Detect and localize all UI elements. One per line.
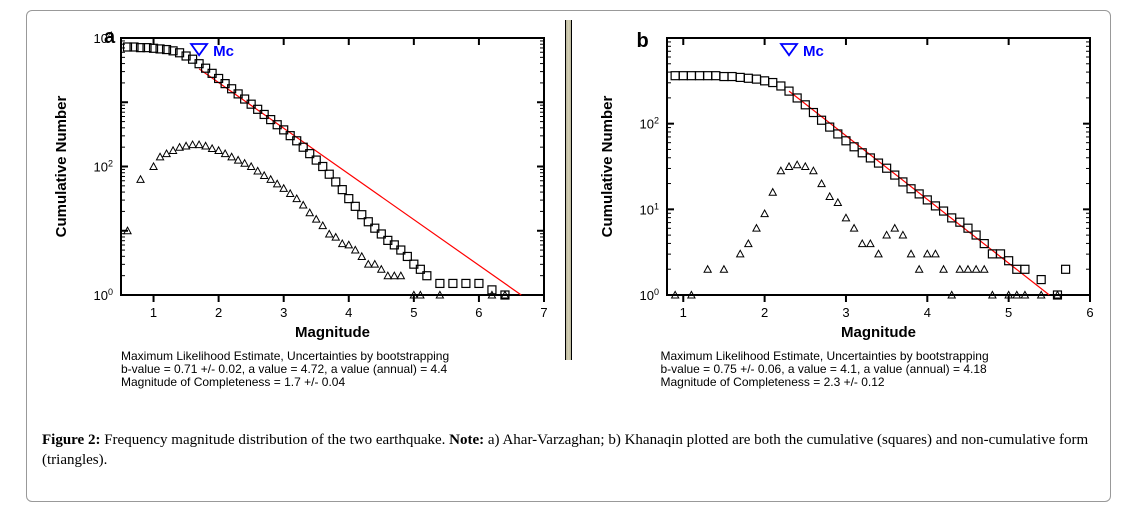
- svg-text:6: 6: [1087, 305, 1094, 320]
- svg-text:6: 6: [475, 305, 482, 320]
- caption-note-label: Note:: [449, 432, 484, 448]
- caption-label: Figure 2:: [42, 432, 100, 448]
- svg-text:100: 100: [640, 287, 659, 303]
- svg-text:3: 3: [280, 305, 287, 320]
- svg-text:1: 1: [150, 305, 157, 320]
- stats-a: Maximum Likelihood Estimate, Uncertainti…: [121, 350, 449, 390]
- svg-text:100: 100: [94, 287, 113, 303]
- svg-text:5: 5: [410, 305, 417, 320]
- stats-b: Maximum Likelihood Estimate, Uncertainti…: [660, 350, 988, 390]
- panels-container: a 1234567100102104MagnitudeCumulative Nu…: [26, 10, 1111, 420]
- panel-a-label: a: [104, 26, 115, 49]
- panel-a: a 1234567100102104MagnitudeCumulative Nu…: [26, 10, 565, 420]
- svg-text:102: 102: [640, 116, 659, 132]
- stats-a-line3: Magnitude of Completeness = 1.7 +/- 0.04: [121, 376, 449, 389]
- panel-b: b 1 2 3 4 5 6 100 101 102 Magnitude Cumulative Num…: [572, 10, 1111, 420]
- svg-text:7: 7: [540, 305, 547, 320]
- svg-text:4: 4: [924, 305, 931, 320]
- panel-separator: [565, 20, 573, 360]
- caption-text1: Frequency magnitude distribution of the …: [100, 432, 449, 448]
- svg-text:Mc: Mc: [213, 43, 234, 60]
- svg-text:102: 102: [94, 159, 113, 175]
- chart-a: 1234567100102104MagnitudeCumulative Numb…: [26, 10, 564, 350]
- svg-text:2: 2: [215, 305, 222, 320]
- svg-text:4: 4: [345, 305, 352, 320]
- svg-text:5: 5: [1006, 305, 1013, 320]
- svg-text:Cumulative Number: Cumulative Number: [599, 95, 616, 237]
- svg-text:Magnitude: Magnitude: [295, 324, 370, 341]
- svg-text:3: 3: [843, 305, 850, 320]
- stats-b-line3: Magnitude of Completeness = 2.3 +/- 0.12: [660, 376, 988, 389]
- figure-caption: Figure 2: Frequency magnitude distributi…: [42, 430, 1092, 471]
- svg-text:1: 1: [680, 305, 687, 320]
- svg-text:2: 2: [761, 305, 768, 320]
- panel-b-label: b: [636, 30, 648, 53]
- svg-text:Magnitude: Magnitude: [841, 324, 916, 341]
- svg-text:101: 101: [640, 201, 659, 217]
- svg-text:Cumulative Number: Cumulative Number: [53, 95, 70, 237]
- svg-text:Mc: Mc: [803, 43, 824, 60]
- chart-b: 1 2 3 4 5 6 100 101 102 Magnitude Cumulative Numbe…: [572, 10, 1110, 350]
